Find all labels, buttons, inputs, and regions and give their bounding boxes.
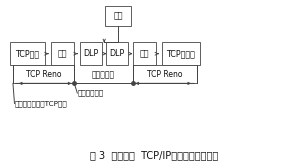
Text: DLP: DLP — [110, 49, 125, 58]
Text: 网关: 网关 — [58, 49, 67, 58]
FancyBboxPatch shape — [162, 42, 200, 65]
Text: TCP目的端: TCP目的端 — [166, 49, 195, 58]
Text: TCP Reno: TCP Reno — [26, 70, 61, 79]
Text: 网关: 网关 — [139, 49, 149, 58]
Text: 卫星: 卫星 — [113, 12, 123, 20]
Text: TCP源端: TCP源端 — [15, 49, 40, 58]
Text: 链路层协议: 链路层协议 — [92, 70, 115, 79]
FancyBboxPatch shape — [132, 42, 156, 65]
FancyBboxPatch shape — [107, 42, 128, 65]
Text: DLP: DLP — [83, 49, 99, 58]
FancyBboxPatch shape — [10, 42, 45, 65]
FancyBboxPatch shape — [105, 6, 131, 26]
Text: 图 3  卫星链路  TCP/IP协议欺骗结构配置: 图 3 卫星链路 TCP/IP协议欺骗结构配置 — [90, 150, 218, 160]
Text: 客户桌面上原装TCP版本: 客户桌面上原装TCP版本 — [14, 100, 67, 107]
FancyBboxPatch shape — [80, 42, 102, 65]
Text: TCP Reno: TCP Reno — [147, 70, 182, 79]
Text: 协议欺骗端点: 协议欺骗端点 — [77, 90, 103, 96]
FancyBboxPatch shape — [51, 42, 74, 65]
